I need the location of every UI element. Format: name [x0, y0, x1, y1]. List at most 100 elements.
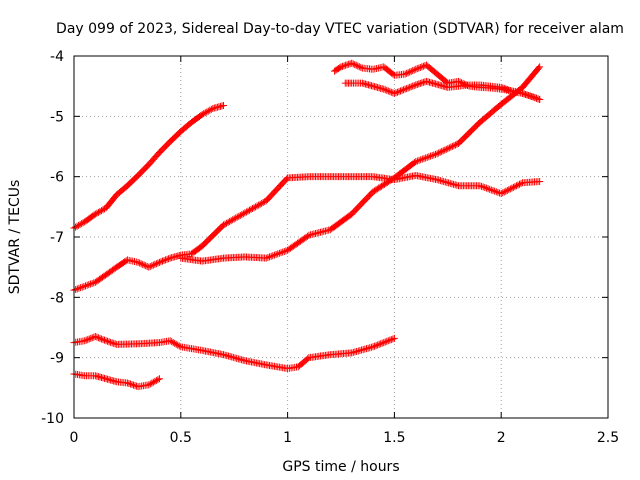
data-point — [244, 256, 246, 258]
data-point — [94, 375, 96, 377]
data-point — [116, 266, 118, 268]
data-point — [532, 96, 534, 98]
chart-title: Day 099 of 2023, Sidereal Day-to-day VTE… — [56, 21, 624, 37]
data-point — [308, 234, 310, 236]
data-point — [383, 66, 385, 68]
data-point — [521, 92, 524, 95]
data-point — [457, 85, 460, 87]
data-point — [447, 86, 449, 88]
data-point — [190, 253, 193, 255]
data-point — [415, 84, 417, 86]
y-tick-label: -9 — [50, 351, 64, 367]
data-point — [457, 142, 460, 145]
data-point — [457, 185, 460, 187]
data-point — [94, 213, 96, 215]
data-point — [372, 191, 374, 193]
data-point — [222, 224, 225, 226]
data-point — [351, 352, 353, 354]
y-tick-label: -10 — [41, 411, 64, 427]
data-point — [539, 66, 541, 68]
data-point — [169, 340, 171, 342]
data-point — [404, 88, 406, 90]
data-point — [180, 346, 182, 348]
x-tick-label: 2 — [497, 430, 506, 446]
data-point — [479, 185, 481, 187]
data-point — [190, 348, 193, 350]
grid — [74, 56, 608, 418]
data-point — [180, 257, 182, 259]
data-point — [105, 207, 107, 209]
data-point — [500, 192, 502, 195]
data-point — [137, 343, 139, 345]
data-point — [201, 260, 203, 262]
data-point — [84, 340, 86, 342]
y-tick-label: -8 — [50, 290, 64, 306]
data-point — [297, 366, 299, 368]
data-point — [105, 340, 107, 342]
y-tick-label: -5 — [50, 109, 64, 125]
data-point — [158, 151, 161, 154]
data-point — [265, 200, 267, 202]
data-point — [521, 86, 524, 88]
data-point — [169, 141, 171, 143]
data-point — [340, 66, 342, 68]
data-point — [212, 107, 214, 110]
data-point — [333, 70, 336, 72]
data-point — [265, 364, 267, 366]
data-point — [180, 130, 182, 133]
data-point — [351, 213, 353, 215]
x-tick-label: 0.5 — [170, 430, 192, 446]
data-point — [244, 212, 246, 214]
data-point — [500, 103, 502, 105]
data-point — [148, 164, 150, 166]
data-point — [500, 86, 502, 88]
data-point — [158, 341, 161, 344]
axis-ticks: 0 0.5 1 1.5 2 2.5 -10 -9 -8 -7 -6 -5 -4 — [41, 49, 619, 446]
data-point — [308, 176, 310, 178]
data-point — [94, 335, 96, 338]
y-tick-label: -4 — [50, 49, 64, 65]
data-point — [372, 176, 374, 178]
data-point — [244, 360, 246, 362]
data-point — [190, 121, 193, 123]
series-track-3 — [177, 63, 544, 265]
data-point — [201, 245, 203, 247]
data-point — [222, 354, 225, 356]
data-point — [468, 84, 470, 86]
x-axis-label: GPS time / hours — [282, 459, 399, 475]
data-point — [479, 121, 481, 123]
data-point — [265, 257, 267, 259]
data-point — [137, 386, 139, 388]
data-point — [393, 74, 395, 76]
data-point — [393, 92, 395, 95]
data-point — [393, 337, 395, 339]
data-point — [169, 257, 171, 259]
y-tick-label: -6 — [50, 170, 64, 186]
data-point — [158, 261, 161, 263]
data-point — [539, 180, 541, 183]
data-point — [351, 176, 353, 178]
data-point — [201, 113, 203, 116]
data-point — [329, 354, 331, 356]
data-point — [383, 88, 385, 90]
data-point — [457, 80, 460, 82]
data-point — [126, 382, 128, 384]
data-point — [361, 82, 363, 84]
data-point — [148, 266, 150, 268]
data-point — [479, 84, 481, 86]
data-point — [287, 177, 289, 179]
data-point — [404, 73, 406, 75]
data-point — [351, 82, 353, 84]
data-point — [344, 82, 346, 84]
data-point — [137, 261, 139, 263]
data-point — [329, 229, 331, 231]
data-point — [436, 83, 438, 85]
series-track-2 — [70, 171, 544, 294]
data-point — [126, 259, 128, 261]
data-point — [351, 62, 353, 64]
data-point — [447, 82, 449, 84]
data-point — [158, 378, 161, 380]
data-point — [393, 177, 395, 179]
data-point — [105, 378, 107, 380]
